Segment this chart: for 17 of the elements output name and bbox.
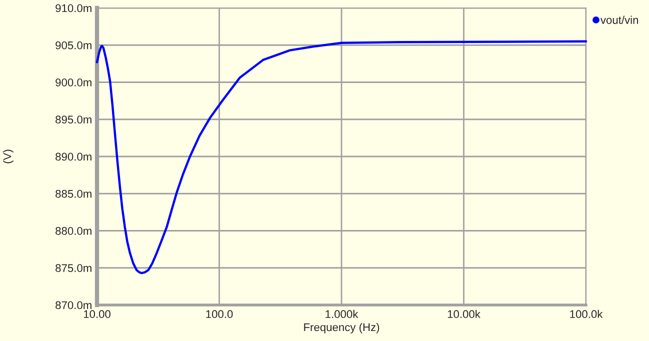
legend-label: vout/vin bbox=[600, 16, 638, 24]
y-tick-label: 870.0m bbox=[56, 301, 92, 310]
y-tick-label: 885.0m bbox=[56, 190, 92, 198]
y-tick-label: 890.0m bbox=[56, 152, 92, 161]
x-tick-label: 10.00k bbox=[448, 310, 480, 318]
y-tick-label: 910.0m bbox=[56, 4, 92, 12]
y-tick-label: 895.0m bbox=[56, 116, 92, 124]
x-tick-label: 100.0 bbox=[206, 310, 233, 318]
x-tick-label: 10.00 bbox=[84, 310, 110, 318]
y-tick-label: 880.0m bbox=[56, 227, 92, 235]
x-tick-label: 1.000k bbox=[326, 310, 358, 318]
x-tick-label: 100.0k bbox=[570, 310, 603, 318]
y-axis-title: (V) bbox=[3, 150, 14, 164]
x-axis-title: Frequency (Hz) bbox=[304, 322, 380, 334]
y-tick-label: 900.0m bbox=[56, 78, 92, 86]
y-tick-label: 875.0m bbox=[56, 264, 92, 272]
y-tick-label: 905.0m bbox=[56, 41, 92, 50]
